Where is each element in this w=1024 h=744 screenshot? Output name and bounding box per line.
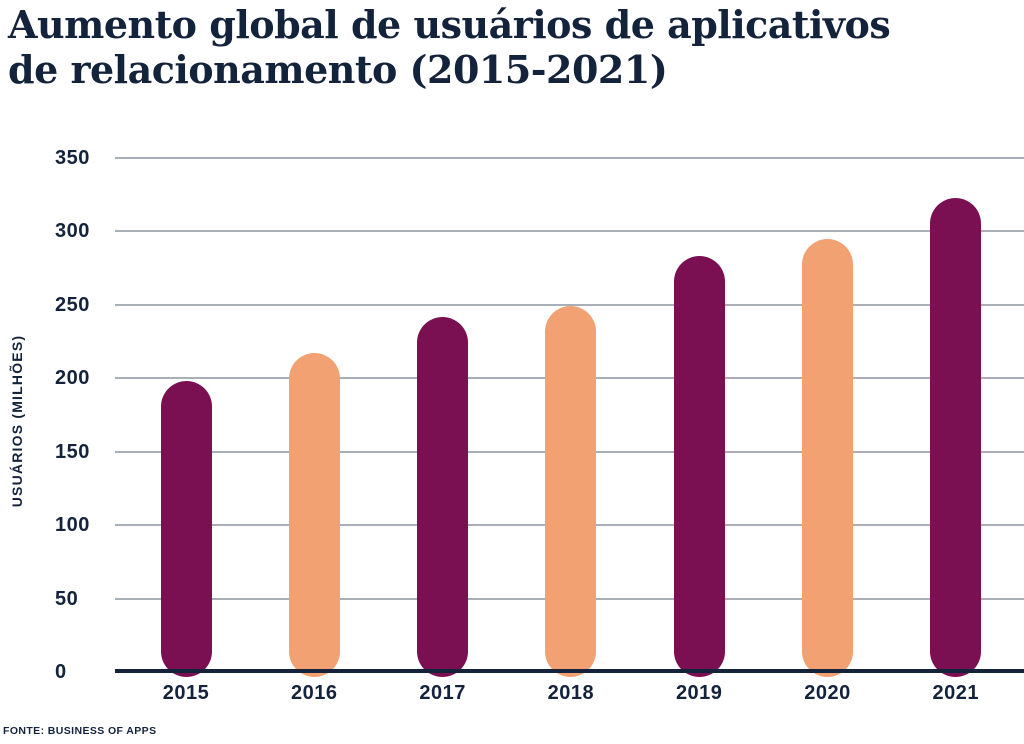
gridline-300: [115, 230, 1024, 233]
y-tick-label-100: 100: [55, 514, 90, 537]
y-tick-label-0: 0: [55, 661, 67, 683]
x-tick-label-2015: 2015: [162, 682, 210, 704]
y-tick-label-350: 350: [55, 147, 90, 169]
page-title-line2: de relacionamento (2015-2021): [8, 47, 668, 92]
gridline-250: [115, 303, 1024, 306]
bar-2017: [417, 316, 469, 677]
x-tick-label-2016: 2016: [291, 682, 338, 704]
x-axis-line: [115, 669, 1024, 673]
source-note: FONTE: BUSINESS OF APPS: [3, 725, 157, 737]
x-tick-label-2017: 2017: [419, 682, 466, 704]
y-tick-label-250: 250: [55, 293, 90, 316]
y-axis-title: USUÁRIOS (MILHÕES): [9, 334, 25, 508]
gridline-350: [115, 157, 1024, 159]
bar-2021: [930, 197, 982, 677]
x-tick-label-2020: 2020: [804, 682, 851, 704]
y-tick-label-150: 150: [55, 440, 90, 463]
bar-2019: [673, 256, 725, 677]
x-tick-label-2019: 2019: [675, 682, 723, 704]
y-tick-label-200: 200: [55, 367, 90, 390]
bar-2020: [802, 238, 853, 677]
bar-2018: [545, 306, 597, 677]
page-title: Aumento global de usuários de aplicativo…: [8, 2, 1018, 92]
bar-2015: [160, 381, 212, 677]
x-tick-label-2018: 2018: [547, 682, 595, 704]
y-tick-label-300: 300: [55, 220, 90, 243]
bar-2016: [288, 353, 340, 677]
y-tick-label-50: 50: [55, 587, 79, 610]
page-title-line1: Aumento global de usuários de aplicativo…: [8, 2, 891, 47]
x-tick-label-2021: 2021: [932, 682, 980, 704]
